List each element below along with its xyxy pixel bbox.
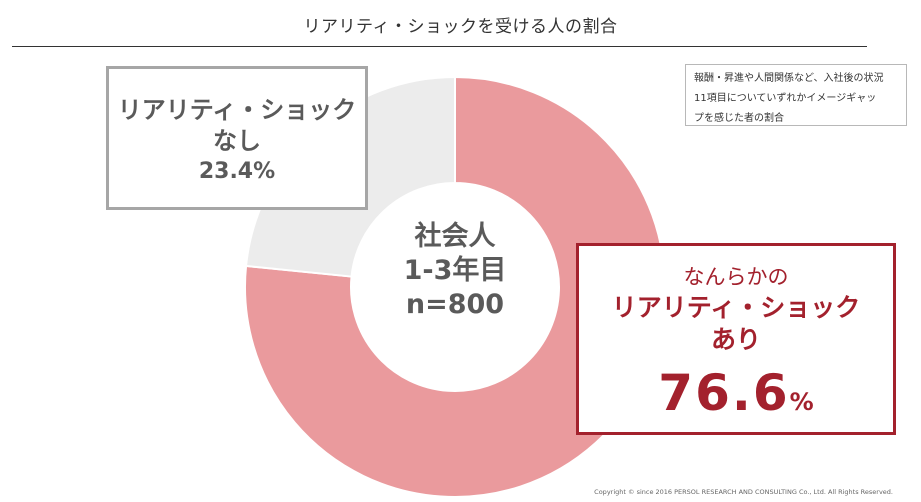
slice-value-label: 23.4% bbox=[198, 159, 276, 184]
note-line: 11項目についていずれかイメージギャッ bbox=[694, 93, 877, 104]
center-label-line: 1-3年目 bbox=[403, 255, 507, 286]
slice-label-line: リアリティ・ショック bbox=[611, 293, 861, 322]
slice-label-line: あり bbox=[710, 325, 761, 354]
note-line: プを感じた者の割合 bbox=[694, 113, 784, 124]
slice-label-line: なし bbox=[213, 127, 261, 155]
note-box: 報酬・昇進や人間関係など、入社後の状況 11項目についていずれかイメージギャッ … bbox=[685, 64, 907, 126]
donut-center-label: 社会人 1-3年目 n=800 bbox=[360, 220, 550, 322]
chart-title: リアリティ・ショックを受ける人の割合 bbox=[303, 17, 618, 37]
slice-value-label: 76.6% bbox=[579, 364, 893, 422]
slice-value-number: 76.6 bbox=[658, 364, 790, 422]
title-underline bbox=[12, 46, 867, 47]
center-label-line: 社会人 bbox=[414, 221, 496, 252]
center-label-line: n=800 bbox=[405, 289, 505, 320]
label-box-no-shock: リアリティ・ショック なし 23.4% bbox=[106, 66, 368, 210]
label-box-shock: なんらかの リアリティ・ショック あり 76.6% bbox=[576, 243, 896, 435]
note-line: 報酬・昇進や人間関係など、入社後の状況 bbox=[694, 73, 884, 84]
copyright: Copyright © since 2016 PERSOL RESEARCH A… bbox=[594, 488, 893, 496]
slice-label-line: リアリティ・ショック bbox=[117, 96, 357, 124]
slice-label-line: なんらかの bbox=[683, 265, 789, 289]
slice-value-unit: % bbox=[789, 388, 814, 416]
